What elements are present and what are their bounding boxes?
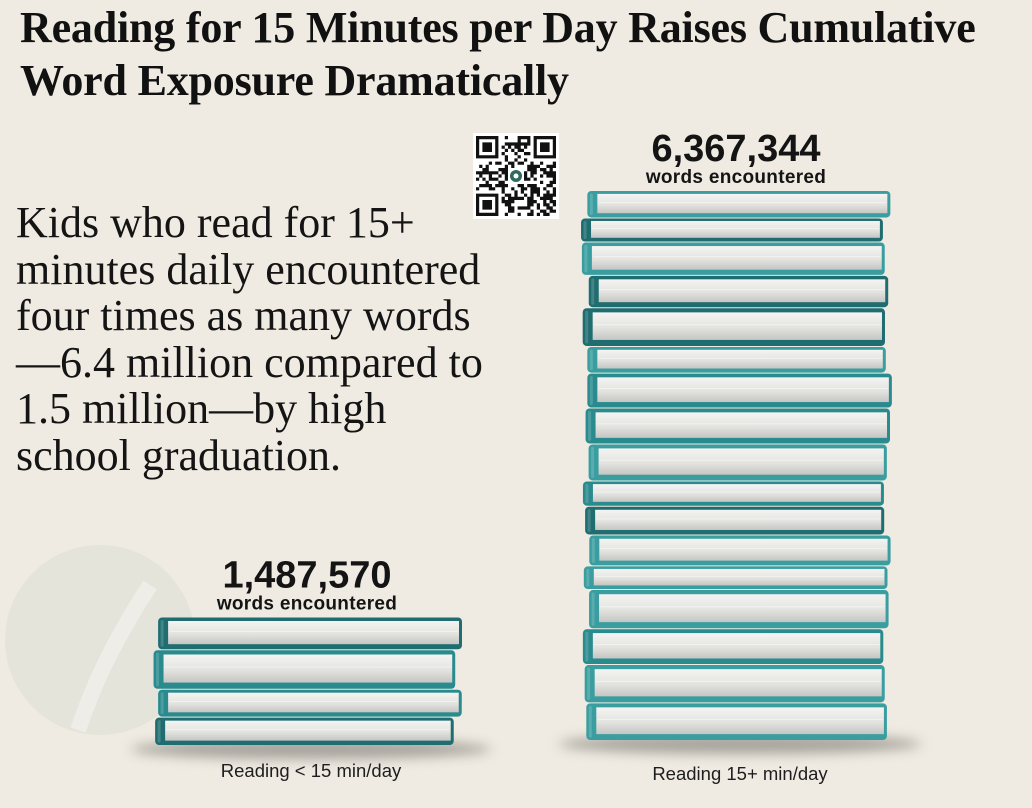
watermark-logo [5,545,195,735]
book [587,191,891,218]
category-label-15-plus: Reading 15+ min/day [652,763,828,784]
book [585,408,891,444]
data-labels: 1,487,570 words encountered Reading < 15… [216,128,829,784]
book-spine-highlight [157,720,161,743]
book [582,308,885,346]
book [581,242,885,275]
book-spine-highlight [160,620,164,647]
book-pages [598,279,886,303]
category-label-under-15: Reading < 15 min/day [221,760,402,781]
book-pages [592,484,881,502]
watermark-road [70,580,157,733]
book [581,218,883,242]
chart-title: Reading for 15 Minutes per Day Raises Cu… [20,3,976,105]
book [153,650,456,689]
value-label-15-plus: 6,367,344 [651,128,820,170]
book-pages [594,669,882,697]
book-stack-bar-2 [581,191,892,740]
book-stack-bar-1 [153,617,462,745]
qr-code-graphic [476,136,556,216]
book-pages [596,707,884,735]
book-spine-highlight [156,652,160,687]
book [588,275,889,308]
book-spine-highlight [585,483,589,504]
book-pages [165,720,451,741]
book [583,566,888,590]
book-pages [593,568,885,586]
book [586,703,887,740]
book [582,481,884,506]
value-label-under-15: 1,487,570 [222,555,391,597]
book-pages [598,448,884,475]
book [587,346,886,373]
book-pages [597,193,888,214]
qr-code [473,133,559,219]
book-spine-highlight [591,278,595,305]
book [588,444,887,481]
book-pages [168,692,459,713]
book [587,373,892,408]
book-spine-highlight [160,692,164,715]
book-pages [163,654,453,683]
book-spine-highlight [588,410,592,441]
chart-annotation: Kids who read for 15+ minutes daily enco… [16,198,483,480]
book-spine-highlight [587,667,591,700]
watermark-circle [5,545,195,735]
book [589,590,889,629]
qr-modules [476,136,556,216]
book-spine-highlight [589,376,593,405]
book-pages [599,594,886,623]
book-spine-highlight [591,592,595,626]
book [584,665,885,703]
book-pages [599,538,888,561]
book-pages [591,220,880,238]
book-spine-highlight [586,568,590,587]
book-pages [591,246,882,270]
value-unit-label-15-plus: words encountered [645,167,826,188]
book-pages [595,412,888,438]
book-spine-highlight [585,631,589,662]
book-spine-highlight [591,537,595,563]
book-spine-highlight [584,245,588,273]
qr-center-logo-dot [513,173,519,179]
book-pages [595,509,882,531]
book-pages [597,377,889,403]
book-pages [597,349,883,369]
book-spine-highlight [585,310,589,344]
book [585,506,885,535]
book [589,535,891,566]
book [158,617,462,650]
book-pages [592,312,882,340]
book-spine-highlight [583,220,587,240]
book [158,689,462,717]
book [155,717,454,745]
book-pages [168,620,459,645]
book-spine-highlight [588,705,592,738]
book-spine-highlight [589,349,593,371]
value-unit-label-under-15: words encountered [216,594,397,615]
book-spine-highlight [591,446,595,478]
book-pages [592,633,881,659]
book-spine-highlight [589,193,593,215]
book-stacks [131,191,922,759]
book-spine-highlight [587,509,591,532]
book [582,629,884,665]
